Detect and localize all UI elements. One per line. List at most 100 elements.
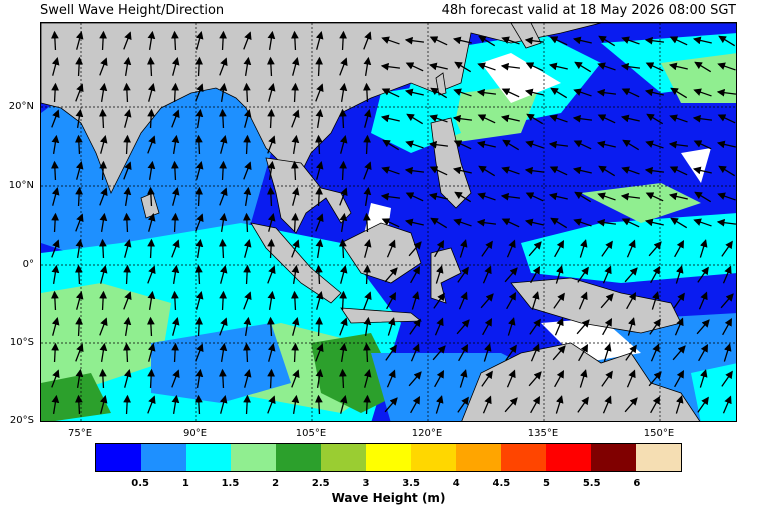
direction-arrow (219, 265, 228, 284)
direction-arrow (477, 192, 496, 201)
lat-label-10s: 10°S (9, 337, 34, 348)
direction-arrow (621, 36, 640, 45)
direction-arrow (645, 192, 664, 202)
direction-arrow (453, 218, 472, 227)
direction-arrow (219, 187, 228, 206)
direction-arrow (218, 368, 227, 389)
direction-arrow (171, 369, 180, 388)
direction-arrow (98, 368, 107, 389)
direction-arrow (123, 394, 132, 415)
direction-arrow (291, 317, 300, 336)
direction-arrow (267, 343, 276, 362)
direction-arrow (453, 140, 472, 150)
direction-arrow (291, 57, 300, 76)
direction-arrow (721, 370, 733, 387)
direction-arrow (478, 165, 496, 177)
direction-arrow (243, 31, 252, 50)
direction-arrow (698, 343, 708, 362)
direction-arrow (458, 291, 468, 310)
direction-arrow (651, 291, 660, 310)
direction-arrow (718, 35, 736, 47)
direction-arrow (243, 369, 252, 388)
direction-arrow (123, 56, 132, 76)
direction-arrow (428, 192, 448, 201)
direction-arrow (457, 266, 469, 283)
direction-arrow (674, 239, 684, 258)
direction-arrow (147, 395, 156, 414)
direction-arrow (51, 317, 60, 336)
direction-arrow (362, 212, 371, 233)
colorbar-tick-label: 6 (633, 478, 641, 489)
direction-arrow (339, 317, 348, 336)
direction-arrow (147, 213, 156, 232)
colorbar-tick-label: 0.5 (131, 478, 149, 489)
direction-arrow (409, 318, 421, 335)
direction-arrow (363, 31, 372, 50)
swell-direction-arrows (50, 30, 736, 415)
direction-arrow (673, 292, 685, 309)
direction-arrow (171, 394, 180, 414)
direction-arrow (716, 88, 736, 97)
direction-arrow (219, 212, 228, 232)
direction-arrow (578, 291, 588, 310)
direction-arrow (577, 396, 589, 413)
direction-arrow (51, 134, 60, 154)
direction-arrow (525, 62, 544, 72)
colorbar-tick-label: 3.5 (402, 478, 420, 489)
zone-white-4 (681, 148, 711, 183)
colorbar-swatch (276, 444, 321, 471)
direction-arrow (194, 394, 203, 415)
direction-arrow (219, 57, 228, 76)
direction-arrow (74, 134, 83, 155)
direction-arrow (574, 61, 592, 73)
direction-arrow (500, 114, 520, 123)
direction-arrow (699, 369, 708, 388)
direction-arrow (693, 88, 712, 97)
direction-arrow (386, 369, 396, 388)
direction-arrow (722, 395, 732, 414)
direction-arrow (363, 264, 372, 285)
direction-arrow (620, 62, 641, 71)
direction-arrow (50, 160, 59, 181)
direction-arrow (291, 239, 300, 258)
direction-arrow (291, 187, 300, 206)
direction-arrow (716, 218, 736, 227)
direction-arrow (506, 369, 516, 388)
direction-arrow (645, 140, 664, 149)
direction-arrow (147, 30, 156, 50)
colorbar-tick-label: 2.5 (311, 478, 330, 489)
direction-arrow (504, 397, 518, 413)
colorbar-swatch (501, 444, 546, 471)
direction-arrow (219, 317, 228, 336)
direction-arrow (717, 114, 736, 124)
direction-arrow (621, 166, 640, 175)
direction-arrow (504, 267, 518, 283)
direction-arrow (218, 238, 227, 259)
direction-arrow (526, 113, 544, 125)
direction-arrow (626, 291, 636, 310)
land-java (340, 307, 423, 324)
direction-arrow (315, 83, 324, 102)
direction-arrow (267, 238, 276, 259)
direction-arrow (524, 36, 545, 45)
direction-arrow (597, 192, 616, 201)
direction-arrow (170, 30, 179, 51)
direction-arrow (195, 343, 204, 362)
direction-arrow (553, 292, 565, 309)
direction-arrow (219, 160, 228, 181)
direction-arrow (692, 166, 712, 175)
lon-label-105e: 105°E (295, 428, 327, 439)
direction-arrow (648, 241, 662, 257)
direction-arrow (454, 191, 472, 203)
direction-arrow (410, 395, 420, 414)
direction-arrow (339, 342, 348, 362)
direction-arrow (362, 82, 371, 103)
lon-label-135e: 135°E (527, 428, 559, 439)
direction-arrow (476, 218, 497, 227)
direction-arrow (644, 218, 664, 227)
direction-arrow (554, 317, 564, 336)
direction-arrow (531, 291, 540, 310)
landmasses (41, 23, 736, 421)
direction-arrow (99, 212, 108, 232)
direction-arrow (123, 134, 132, 155)
